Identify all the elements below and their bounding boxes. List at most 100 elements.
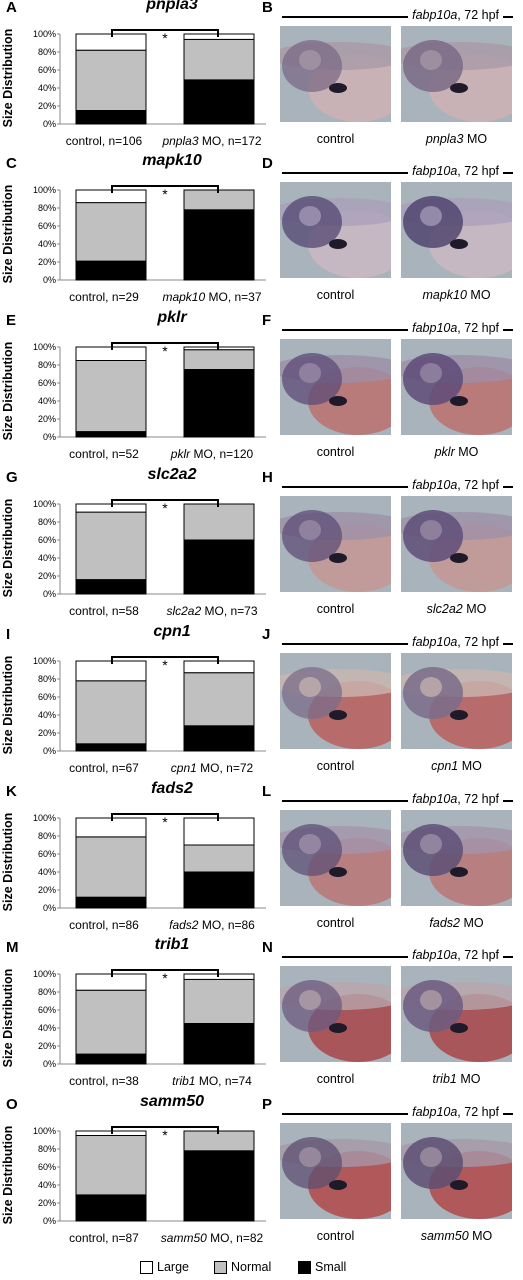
photo-title-rule (282, 16, 513, 18)
embryo-photo-control (280, 339, 391, 435)
bar-segment-small (183, 1023, 255, 1065)
bar-segment-normal (75, 360, 147, 433)
photo-title-gene: fabp10a (412, 1105, 458, 1119)
photo-label-mo: slc2a2 MO (401, 602, 512, 616)
y-tick-label: 0% (43, 589, 56, 599)
y-tick-label: 100% (33, 342, 56, 352)
bar-segment-small (183, 539, 255, 595)
x-category-label-mo: pnpla3 MO, n=172 (161, 134, 261, 148)
bar-segment-normal (75, 836, 147, 898)
mo-gene: trib1 (172, 1074, 195, 1088)
photo-label-mo: samm50 MO (401, 1229, 512, 1243)
x-category-label-control: control, n=52 (69, 447, 139, 461)
bar-segment-small (183, 1150, 255, 1222)
embryo-photo-control (280, 966, 391, 1062)
panel-letter: N (262, 939, 273, 956)
bar-segment-small (75, 743, 147, 752)
mo-n: MO, n=86 (198, 918, 255, 932)
y-tick-label: 20% (38, 571, 56, 581)
photo-label-mo: pnpla3 MO (401, 132, 512, 146)
y-tick-label: 60% (38, 378, 56, 388)
bar-segment-normal (75, 511, 147, 581)
mo-gene: fads2 (169, 918, 199, 932)
photo-title-rule (282, 800, 513, 802)
y-tick-label: 60% (38, 1162, 56, 1172)
embryo-photo-control (280, 496, 391, 592)
photo-label-suffix: MO (468, 1229, 493, 1243)
photo-title: fabp10a, 72 hpf (270, 948, 523, 962)
photo-label-control: control (316, 916, 355, 930)
photo-title-stage: , 72 hpf (457, 1105, 499, 1119)
photo-label-control: control (316, 759, 355, 773)
stacked-bar-chart: 0% 20% 40% 60% 80% 100% * control, n=86 fads2 MO… (33, 813, 266, 932)
photo-title-gene: fabp10a (412, 478, 458, 492)
mo-gene: pnpla3 (161, 134, 198, 148)
bar-segment-normal (183, 672, 255, 727)
photo-title-stage: , 72 hpf (457, 478, 499, 492)
significance-star: * (162, 186, 168, 202)
photo-title-gene: fabp10a (412, 948, 458, 962)
photo-label-gene: slc2a2 (426, 602, 463, 616)
panel-letter: B (262, 0, 273, 16)
embryo-photo-mo (401, 339, 512, 435)
bar-segment-normal (183, 503, 255, 541)
photo-title: fabp10a, 72 hpf (270, 321, 523, 335)
embryo-photo-mo (401, 966, 512, 1062)
panel-letter: M (6, 939, 19, 956)
x-category-label-mo: trib1 MO, n=74 (172, 1074, 252, 1088)
y-tick-label: 100% (33, 29, 56, 39)
mo-gene: cpn1 (171, 761, 197, 775)
photo-label-control: control (316, 288, 355, 302)
y-tick-label: 80% (38, 47, 56, 57)
x-category-label-mo: cpn1 MO, n=72 (171, 761, 254, 775)
mo-gene: mapk10 (162, 290, 205, 304)
photo-label-mo: mapk10 MO (401, 288, 512, 302)
photo-title: fabp10a, 72 hpf (270, 1105, 523, 1119)
y-tick-label: 80% (38, 1144, 56, 1154)
photo-label-suffix: MO (454, 445, 479, 459)
mo-n: MO, n=172 (199, 134, 262, 148)
photo-label-gene: trib1 (432, 1072, 457, 1086)
legend-swatch-large (140, 1261, 153, 1274)
legend-label-normal: Normal (231, 1260, 272, 1274)
panel-letter: J (262, 626, 271, 643)
embryo-photo-control (280, 1123, 391, 1219)
x-category-label-control: control, n=38 (69, 1074, 139, 1088)
bar-segment-small (75, 431, 147, 438)
embryo-photo-mo (401, 496, 512, 592)
stacked-bar-chart: 0% 20% 40% 60% 80% 100% * control, n=67 cpn1 MO,… (33, 656, 266, 775)
bar-segment-normal (75, 989, 147, 1055)
chart-title: cpn1 (153, 623, 191, 640)
y-tick-label: 40% (38, 710, 56, 720)
significance-bracket (111, 499, 219, 507)
significance-bracket (111, 1126, 219, 1134)
legend-label-large: Large (157, 1260, 189, 1274)
y-tick-label: 20% (38, 1198, 56, 1208)
x-category-label-mo: mapk10 MO, n=37 (162, 290, 261, 304)
embryo-photo-control (280, 182, 391, 278)
bar-segment-small (183, 79, 255, 125)
photo-title: fabp10a, 72 hpf (270, 792, 523, 806)
y-tick-label: 100% (33, 185, 56, 195)
y-tick-label: 80% (38, 517, 56, 527)
significance-bracket (111, 656, 219, 664)
significance-bracket (111, 185, 219, 193)
photo-label-mo: fads2 MO (401, 916, 512, 930)
y-tick-label: 40% (38, 1023, 56, 1033)
bar-segment-normal (75, 680, 147, 745)
panel-letter: P (262, 1096, 273, 1113)
photo-label-gene: pnpla3 (425, 132, 464, 146)
bar-segment-small (75, 1053, 147, 1065)
legend-swatch-normal (214, 1261, 227, 1274)
photo-title-gene: fabp10a (412, 635, 458, 649)
bar-segment-small (75, 1194, 147, 1222)
photo-title-stage: , 72 hpf (457, 635, 499, 649)
photo-label-mo: pklr MO (401, 445, 512, 459)
panel-letter: I (6, 626, 11, 643)
y-tick-label: 100% (33, 1126, 56, 1136)
